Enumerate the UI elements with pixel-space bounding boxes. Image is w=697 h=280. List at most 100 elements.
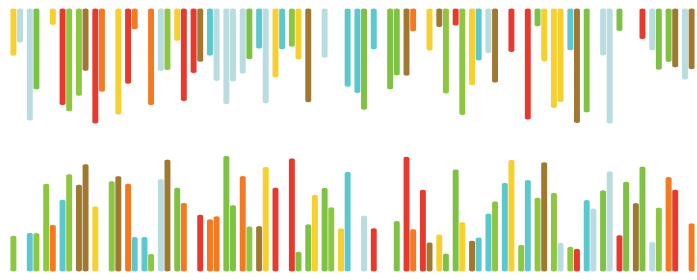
FancyBboxPatch shape <box>535 198 541 272</box>
FancyBboxPatch shape <box>33 233 39 272</box>
FancyBboxPatch shape <box>17 8 23 43</box>
FancyBboxPatch shape <box>116 8 121 115</box>
FancyBboxPatch shape <box>109 181 115 272</box>
FancyBboxPatch shape <box>508 8 514 52</box>
FancyBboxPatch shape <box>344 8 351 87</box>
FancyBboxPatch shape <box>279 8 285 50</box>
FancyBboxPatch shape <box>296 252 302 272</box>
FancyBboxPatch shape <box>164 8 170 70</box>
FancyBboxPatch shape <box>567 8 574 50</box>
FancyBboxPatch shape <box>240 176 246 272</box>
FancyBboxPatch shape <box>240 8 246 74</box>
FancyBboxPatch shape <box>230 8 236 81</box>
FancyBboxPatch shape <box>600 190 606 272</box>
FancyBboxPatch shape <box>606 8 613 124</box>
FancyBboxPatch shape <box>174 8 180 41</box>
FancyBboxPatch shape <box>132 8 138 29</box>
FancyBboxPatch shape <box>574 249 580 272</box>
FancyBboxPatch shape <box>486 214 491 272</box>
FancyBboxPatch shape <box>600 8 606 56</box>
FancyBboxPatch shape <box>492 8 498 83</box>
FancyBboxPatch shape <box>656 8 661 70</box>
FancyBboxPatch shape <box>322 188 328 272</box>
FancyBboxPatch shape <box>82 164 89 272</box>
FancyBboxPatch shape <box>672 8 678 67</box>
FancyBboxPatch shape <box>263 8 269 104</box>
FancyBboxPatch shape <box>558 8 563 102</box>
FancyBboxPatch shape <box>158 179 164 272</box>
FancyBboxPatch shape <box>689 8 694 69</box>
FancyBboxPatch shape <box>666 8 672 62</box>
FancyBboxPatch shape <box>223 156 229 272</box>
FancyBboxPatch shape <box>404 8 410 76</box>
FancyBboxPatch shape <box>361 8 367 110</box>
FancyBboxPatch shape <box>305 224 312 272</box>
FancyBboxPatch shape <box>689 223 694 272</box>
FancyBboxPatch shape <box>650 242 655 272</box>
FancyBboxPatch shape <box>469 241 475 272</box>
FancyBboxPatch shape <box>508 160 514 272</box>
FancyBboxPatch shape <box>26 233 33 272</box>
FancyBboxPatch shape <box>558 243 563 272</box>
FancyBboxPatch shape <box>141 237 148 272</box>
FancyBboxPatch shape <box>174 188 180 272</box>
FancyBboxPatch shape <box>164 160 170 272</box>
FancyBboxPatch shape <box>617 8 622 31</box>
FancyBboxPatch shape <box>574 8 580 123</box>
FancyBboxPatch shape <box>92 8 98 123</box>
FancyBboxPatch shape <box>617 235 622 272</box>
FancyBboxPatch shape <box>158 8 164 71</box>
FancyBboxPatch shape <box>197 8 204 62</box>
FancyBboxPatch shape <box>10 236 17 272</box>
FancyBboxPatch shape <box>519 245 524 272</box>
FancyBboxPatch shape <box>338 228 344 272</box>
FancyBboxPatch shape <box>26 8 33 121</box>
FancyBboxPatch shape <box>33 8 39 90</box>
FancyBboxPatch shape <box>344 172 351 272</box>
FancyBboxPatch shape <box>492 201 498 272</box>
FancyBboxPatch shape <box>388 8 393 89</box>
FancyBboxPatch shape <box>76 8 82 96</box>
FancyBboxPatch shape <box>443 8 449 94</box>
FancyBboxPatch shape <box>371 228 376 272</box>
FancyBboxPatch shape <box>394 8 399 76</box>
FancyBboxPatch shape <box>256 226 262 272</box>
FancyBboxPatch shape <box>125 8 131 84</box>
FancyBboxPatch shape <box>207 219 213 272</box>
FancyBboxPatch shape <box>247 226 252 272</box>
FancyBboxPatch shape <box>214 8 220 81</box>
FancyBboxPatch shape <box>361 215 367 272</box>
FancyBboxPatch shape <box>66 8 72 111</box>
FancyBboxPatch shape <box>50 8 56 25</box>
FancyBboxPatch shape <box>525 8 531 120</box>
FancyBboxPatch shape <box>535 8 541 26</box>
FancyBboxPatch shape <box>475 237 482 272</box>
FancyBboxPatch shape <box>214 216 220 272</box>
FancyBboxPatch shape <box>436 8 442 27</box>
FancyBboxPatch shape <box>551 193 557 272</box>
FancyBboxPatch shape <box>584 200 590 272</box>
FancyBboxPatch shape <box>475 8 482 61</box>
FancyBboxPatch shape <box>273 8 279 78</box>
FancyBboxPatch shape <box>92 206 98 272</box>
FancyBboxPatch shape <box>273 188 279 272</box>
FancyBboxPatch shape <box>230 205 236 272</box>
FancyBboxPatch shape <box>99 8 105 92</box>
FancyBboxPatch shape <box>132 237 138 272</box>
FancyBboxPatch shape <box>125 184 131 272</box>
FancyBboxPatch shape <box>525 180 531 272</box>
FancyBboxPatch shape <box>606 171 613 272</box>
FancyBboxPatch shape <box>656 207 661 272</box>
FancyBboxPatch shape <box>328 207 335 272</box>
FancyBboxPatch shape <box>207 8 213 56</box>
FancyBboxPatch shape <box>567 247 574 272</box>
FancyBboxPatch shape <box>394 221 399 272</box>
FancyBboxPatch shape <box>410 8 416 31</box>
FancyBboxPatch shape <box>116 176 121 272</box>
FancyBboxPatch shape <box>427 8 432 51</box>
FancyBboxPatch shape <box>197 214 204 272</box>
FancyBboxPatch shape <box>148 8 154 105</box>
FancyBboxPatch shape <box>60 200 66 272</box>
FancyBboxPatch shape <box>50 225 56 272</box>
FancyBboxPatch shape <box>551 8 557 108</box>
